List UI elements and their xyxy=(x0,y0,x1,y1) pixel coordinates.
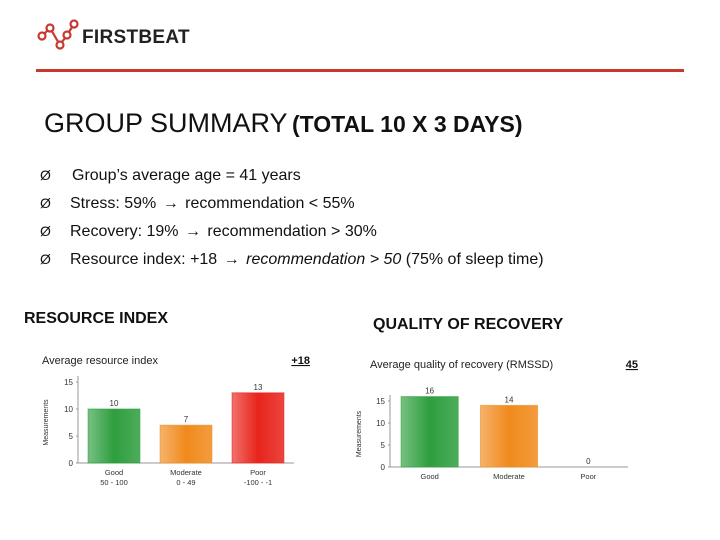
bar-value-label: 10 xyxy=(110,399,119,408)
title-sub: (TOTAL 10 X 3 DAYS) xyxy=(292,111,523,137)
y-axis-label: Measurements xyxy=(43,399,50,446)
category-label: Good xyxy=(420,472,438,481)
bullet-recommendation: recommendation xyxy=(246,251,366,268)
resource-index-label: RESOURCE INDEX xyxy=(24,310,169,327)
right-arrow-icon: → xyxy=(184,223,201,240)
bullet-recommendation: recommendation > 30% xyxy=(207,223,377,240)
y-tick-label: 0 xyxy=(381,463,386,472)
bar-value-label: 7 xyxy=(184,415,189,424)
bullet-marker: Ø xyxy=(40,223,51,239)
title-main: GROUP SUMMARY xyxy=(44,108,288,138)
category-label: Moderate xyxy=(170,468,202,477)
bar-poor xyxy=(231,392,285,464)
y-axis-label: Measurements xyxy=(356,410,363,457)
bar-value-label: 16 xyxy=(425,387,434,396)
bullet-text: Group’s average age = 41 years xyxy=(72,167,301,184)
bullet-marker: Ø xyxy=(40,251,51,267)
y-tick-label: 10 xyxy=(64,405,73,414)
page-title: GROUP SUMMARY (TOTAL 10 X 3 DAYS) xyxy=(44,108,523,139)
y-tick-label: 15 xyxy=(376,397,385,406)
bullet-recommendation: recommendation < 55% xyxy=(185,195,355,212)
bar-good xyxy=(400,396,459,468)
chart-summary-value: 45 xyxy=(626,359,638,371)
bar-value-label: 14 xyxy=(505,395,514,404)
brand-name: FIRSTBEAT xyxy=(82,27,190,48)
bar-moderate xyxy=(479,404,539,468)
y-tick-label: 5 xyxy=(381,441,386,450)
chart-summary-value: +18 xyxy=(291,355,310,367)
bullet-marker: Ø xyxy=(40,195,51,211)
bar-value-label: 13 xyxy=(254,383,263,392)
chart-title: Average resource index xyxy=(42,355,158,367)
category-range-label: 50 - 100 xyxy=(100,478,128,487)
firstbeat-logo xyxy=(37,19,79,50)
y-tick-label: 15 xyxy=(64,378,73,387)
bar-moderate xyxy=(159,424,213,464)
bullet-note: (75% of sleep time) xyxy=(401,251,544,268)
bullet-text: Resource index: +18 xyxy=(70,251,218,268)
bar-good xyxy=(87,408,141,464)
right-arrow-icon: → xyxy=(162,195,179,212)
bullet-marker: Ø xyxy=(40,167,51,183)
bullet-recommendation-value: > 50 xyxy=(365,251,402,268)
right-arrow-icon: → xyxy=(223,251,240,268)
category-range-label: -100 - -1 xyxy=(244,478,272,487)
bullet-text: Recovery: 19% xyxy=(70,223,179,240)
category-label: Moderate xyxy=(493,472,525,481)
quality-of-recovery-label: QUALITY OF RECOVERY xyxy=(373,316,564,333)
y-tick-label: 0 xyxy=(69,459,74,468)
category-label: Poor xyxy=(250,468,266,477)
resource-index-chart: Average resource index +18 Measurements 0 5 1… xyxy=(42,355,310,487)
header-divider xyxy=(36,69,684,72)
y-tick-label: 5 xyxy=(69,432,74,441)
bar-value-label: 0 xyxy=(586,457,591,466)
quality-of-recovery-chart: Average quality of recovery (RMSSD) 45 Mea… xyxy=(356,359,638,481)
category-label: Good xyxy=(105,468,123,477)
chart-title: Average quality of recovery (RMSSD) xyxy=(370,359,553,371)
category-label: Poor xyxy=(580,472,596,481)
category-range-label: 0 - 49 xyxy=(176,478,195,487)
bullet-text: Stress: 59% xyxy=(70,195,157,212)
y-tick-label: 10 xyxy=(376,419,385,428)
